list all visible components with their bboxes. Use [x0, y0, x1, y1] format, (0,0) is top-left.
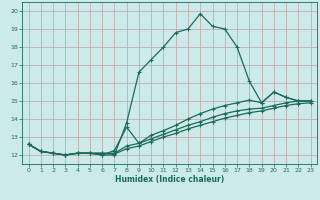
X-axis label: Humidex (Indice chaleur): Humidex (Indice chaleur) [115, 175, 224, 184]
